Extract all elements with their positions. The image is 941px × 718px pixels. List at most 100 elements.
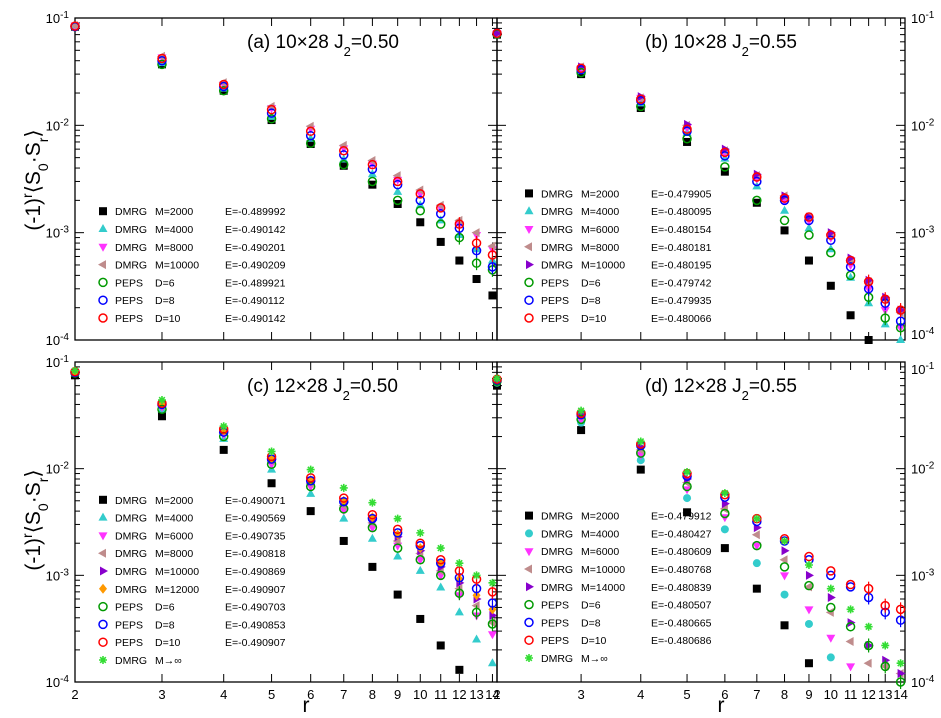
- legend-marker: [98, 512, 108, 521]
- legend-energy: E=-0.479742: [651, 277, 712, 289]
- series-0: [71, 371, 464, 674]
- data-point: [367, 176, 378, 187]
- data-point: [306, 507, 315, 516]
- legend-method: DMRG: [115, 513, 147, 525]
- data-point: [781, 546, 790, 556]
- data-point: [752, 584, 761, 593]
- legend-energy: E=-0.480195: [651, 260, 712, 272]
- ylabel-part: 0: [35, 163, 51, 171]
- ylabel-part: r: [35, 137, 51, 142]
- data-point: [392, 524, 403, 535]
- data-point: [415, 189, 426, 199]
- legend-energy: E=-0.490142: [225, 313, 286, 325]
- data-point: [846, 311, 855, 320]
- data-point: [266, 114, 277, 124]
- data-point: [392, 528, 403, 538]
- legend-marker: [99, 207, 107, 216]
- legend-marker: [525, 189, 533, 198]
- data-point: [267, 479, 276, 488]
- series-2: [70, 22, 497, 255]
- legend-param: D=8: [581, 295, 601, 307]
- data-point: [804, 560, 813, 569]
- legend-energy: E=-0.489992: [225, 206, 286, 218]
- legend-param: M=10000: [155, 260, 199, 272]
- x-tick-label: 6: [307, 687, 314, 702]
- panel-title: (c) 12×28 J2=0.50: [247, 376, 398, 403]
- legend-method: PEPS: [115, 295, 143, 307]
- ylabel-part: (-1): [22, 538, 45, 571]
- legend-energy: E=-0.480839: [651, 582, 712, 594]
- data-point: [845, 636, 854, 646]
- data-point: [846, 663, 856, 672]
- y-tick-mantissa: 10: [46, 568, 60, 583]
- y-tick-label: 10-3: [911, 224, 935, 241]
- data-point: [415, 195, 426, 206]
- x-tick-label: 7: [340, 687, 347, 702]
- data-point: [804, 256, 813, 265]
- legend-energy: E=-0.490907: [225, 637, 286, 649]
- y-tick-mantissa: 10: [911, 675, 925, 690]
- data-point: [472, 275, 481, 284]
- y-tick-exponent: -3: [60, 224, 69, 235]
- data-point: [804, 580, 814, 591]
- legend-marker: [524, 617, 534, 628]
- legend-marker: [524, 295, 534, 305]
- data-point: [779, 193, 790, 203]
- legend-param: D=6: [581, 277, 601, 289]
- ylabel-part: ·S: [22, 482, 45, 503]
- data-point: [753, 169, 762, 179]
- data-point: [339, 496, 349, 507]
- x-axis-title: r: [718, 694, 725, 717]
- legend-method: PEPS: [541, 277, 569, 289]
- x-tick-label: 2: [71, 687, 78, 702]
- y-tick-label: 10-1: [46, 10, 70, 27]
- y-tick-label: 10-2: [911, 460, 935, 477]
- data-point: [305, 126, 316, 137]
- x-tick-label: 8: [369, 687, 376, 702]
- data-point: [880, 661, 889, 671]
- data-point: [752, 198, 761, 207]
- data-point: [487, 631, 497, 640]
- data-point: [219, 445, 228, 454]
- y-tick-label: 10-4: [911, 674, 935, 691]
- series-7: [492, 28, 906, 318]
- plot-frame: [74, 17, 498, 341]
- y-tick-exponent: -2: [60, 117, 69, 128]
- data-point: [416, 614, 425, 623]
- data-point: [720, 525, 729, 534]
- legend-method: DMRG: [115, 206, 147, 218]
- legend-marker: [526, 582, 534, 592]
- data-point: [435, 203, 446, 213]
- legend-param: M=4000: [581, 206, 619, 218]
- legend-energy: E=-0.480768: [651, 564, 712, 576]
- series-4: [494, 375, 906, 679]
- legend-energy: E=-0.480609: [651, 546, 712, 558]
- y-tick-mantissa: 10: [46, 118, 60, 133]
- data-point: [157, 59, 167, 70]
- legend-param: M=10000: [581, 564, 625, 576]
- legend-marker: [98, 260, 106, 270]
- panel-title-prefix: (d) 12×28 J: [645, 376, 742, 397]
- legend-marker: [98, 548, 106, 558]
- data-point: [780, 205, 790, 214]
- data-point: [576, 63, 586, 74]
- data-point: [339, 150, 349, 160]
- data-point: [683, 508, 692, 517]
- y-axis-title-top: (-1)r⟨S0·Sr⟩: [19, 129, 51, 230]
- legend-marker: [524, 548, 534, 557]
- data-point: [455, 256, 464, 265]
- data-point: [826, 566, 836, 576]
- legend-method: PEPS: [115, 313, 143, 325]
- legend-energy: E=-0.480665: [651, 617, 712, 629]
- legend-param: D=10: [155, 637, 181, 649]
- y-tick-exponent: -3: [925, 224, 934, 235]
- panel-title: (b) 10×28 J2=0.55: [645, 32, 797, 59]
- data-point: [436, 237, 445, 246]
- data-point: [804, 551, 814, 562]
- legend-method: DMRG: [115, 242, 147, 254]
- panel-title-sub: 2: [343, 388, 350, 403]
- x-tick-label: 8: [781, 687, 788, 702]
- data-point: [779, 562, 790, 572]
- series-8: [70, 367, 498, 599]
- data-point: [780, 572, 790, 581]
